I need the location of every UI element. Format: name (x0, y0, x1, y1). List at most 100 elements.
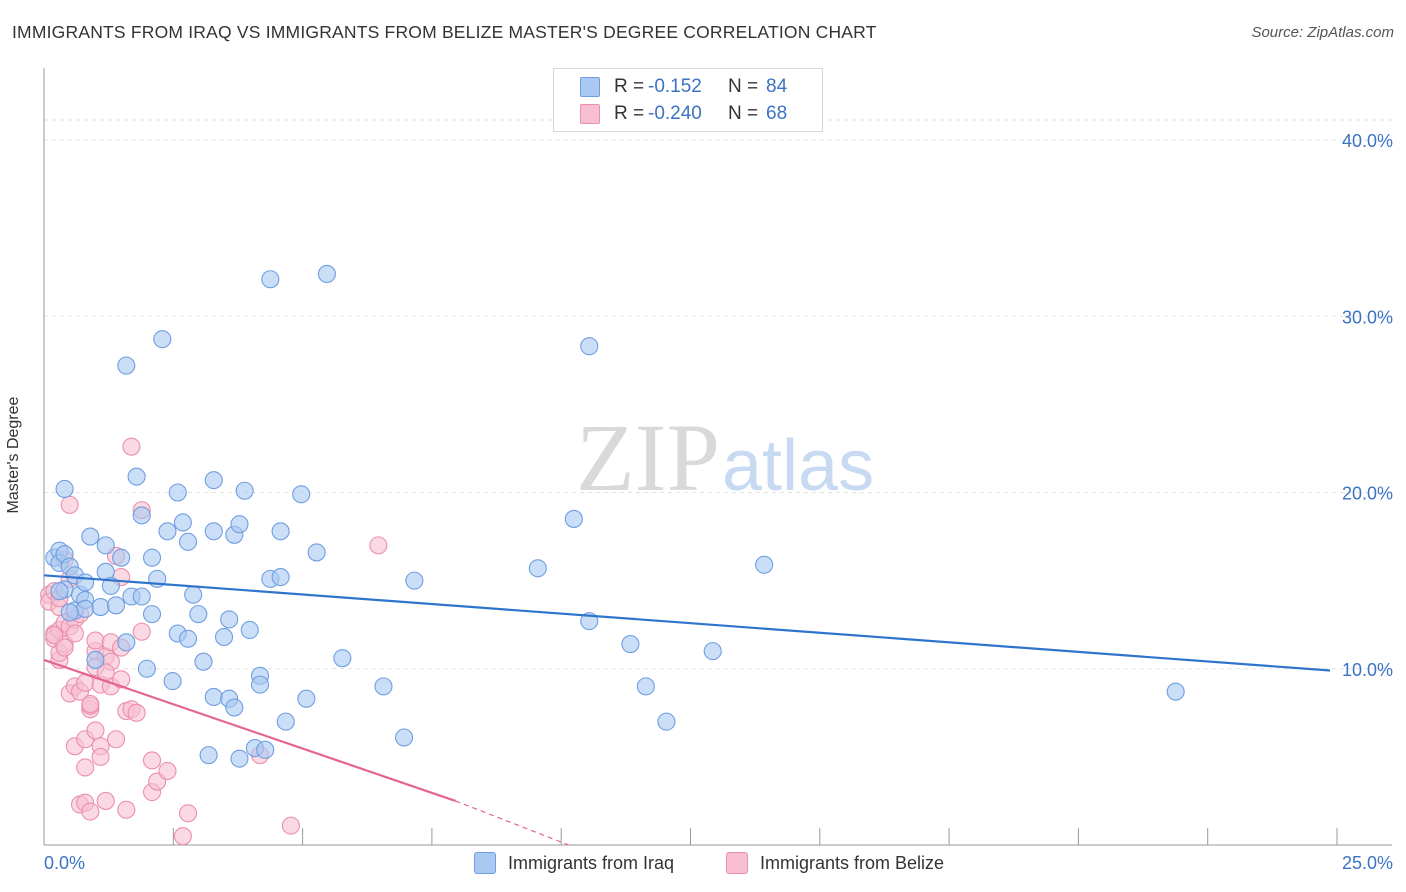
iraq-point (564, 509, 583, 528)
iraq-point (204, 687, 223, 707)
iraq-point (178, 532, 198, 551)
iraq-point (621, 635, 640, 654)
iraq-point (703, 642, 722, 661)
y-tick-label: 30.0% (1342, 307, 1393, 327)
stats-row-belize: R = -0.240 N = 68 (580, 102, 787, 126)
y-tick-label: 10.0% (1342, 660, 1393, 680)
belize-point (81, 694, 100, 714)
iraq-point (153, 330, 172, 349)
iraq-point (158, 522, 177, 541)
axes (43, 68, 1392, 846)
belize-point (112, 670, 131, 689)
iraq-point (250, 675, 270, 694)
legend-iraq-label: Immigrants from Iraq (508, 852, 675, 873)
iraq-point (214, 627, 234, 647)
legend-belize-label: Immigrants from Belize (760, 852, 945, 873)
iraq-point (240, 620, 259, 640)
iraq-point (271, 568, 290, 587)
belize-point (96, 791, 115, 810)
legend-iraq-swatch (474, 852, 496, 874)
belize-trend-line (43, 658, 456, 802)
belize-point (76, 758, 95, 777)
iraq-point (142, 605, 162, 624)
iraq-point (184, 585, 203, 604)
stats-box: R = -0.152 N = 84 R = -0.240 N = 68 (553, 68, 823, 132)
belize-points (40, 437, 388, 846)
iraq-n-label: N = (728, 76, 759, 97)
iraq-point (194, 652, 213, 671)
belize-point (65, 624, 84, 643)
iraq-r-value: -0.152 (648, 76, 702, 97)
belize-point (178, 804, 198, 823)
belize-point (369, 536, 388, 555)
belize-point (127, 703, 146, 722)
iraq-point (276, 712, 295, 731)
belize-point (91, 747, 110, 766)
belize-point (45, 626, 64, 645)
iraq-point (76, 599, 95, 618)
iraq-point (405, 571, 424, 590)
belize-point (60, 495, 79, 514)
x-tick-label-max: 25.0% (1342, 853, 1393, 873)
iraq-point (317, 264, 336, 284)
watermark-atlas: atlas (722, 426, 874, 506)
belize-point (86, 631, 105, 650)
iraq-point (60, 603, 79, 622)
iraq-point (1166, 682, 1185, 701)
legend-iraq: Immigrants from Iraq (474, 852, 674, 874)
belize-point (81, 802, 100, 821)
iraq-point (636, 677, 655, 696)
iraq-point (292, 485, 311, 504)
belize-swatch (580, 104, 600, 124)
iraq-point (755, 555, 774, 574)
iraq-point (271, 522, 290, 541)
iraq-point (132, 587, 151, 606)
stats-row-iraq: R = -0.152 N = 84 (580, 75, 787, 99)
iraq-point (230, 749, 249, 768)
belize-trend-extension (455, 800, 569, 846)
iraq-point (112, 548, 131, 567)
x-tick-label-min: 0.0% (44, 853, 85, 873)
iraq-point (173, 513, 192, 532)
belize-point (173, 827, 192, 846)
belize-n-label: N = (728, 103, 759, 124)
iraq-n-value: 84 (766, 76, 788, 97)
belize-r-label: R = (614, 103, 645, 124)
iraq-trend-line (43, 574, 1331, 672)
iraq-point (204, 471, 223, 490)
iraq-point (395, 728, 414, 747)
iraq-point (657, 712, 676, 731)
iraq-point (374, 677, 393, 696)
iraq-point (106, 596, 126, 615)
iraq-point (86, 650, 105, 669)
iraq-point (81, 527, 100, 546)
belize-point (86, 721, 105, 740)
iraq-point (168, 483, 187, 502)
iraq-point (307, 543, 326, 562)
iraq-points (45, 264, 1185, 768)
iraq-point (163, 672, 182, 691)
chart-title: IMMIGRANTS FROM IRAQ VS IMMIGRANTS FROM … (12, 22, 877, 42)
legend-belize: Immigrants from Belize (726, 852, 944, 874)
iraq-point (50, 582, 69, 601)
iraq-point (132, 506, 151, 525)
iraq-point (297, 689, 316, 708)
iraq-point (76, 573, 95, 592)
iraq-point (204, 522, 223, 541)
trend-lines (43, 574, 1331, 846)
iraq-point (117, 356, 136, 375)
belize-point (55, 638, 74, 657)
iraq-point (580, 337, 599, 356)
watermark-zip: ZIP (576, 404, 720, 511)
belize-point (281, 816, 300, 835)
legend-belize-swatch (726, 852, 748, 874)
iraq-point (230, 515, 249, 534)
iraq-point (220, 610, 239, 629)
belize-n-value: 68 (766, 103, 788, 124)
source-label: Source: ZipAtlas.com (1251, 24, 1394, 41)
y-tick-label: 20.0% (1342, 484, 1393, 504)
y-tick-label: 40.0% (1342, 131, 1393, 151)
iraq-point (333, 649, 352, 668)
iraq-point (189, 605, 208, 624)
belize-r-value: -0.240 (648, 103, 702, 124)
